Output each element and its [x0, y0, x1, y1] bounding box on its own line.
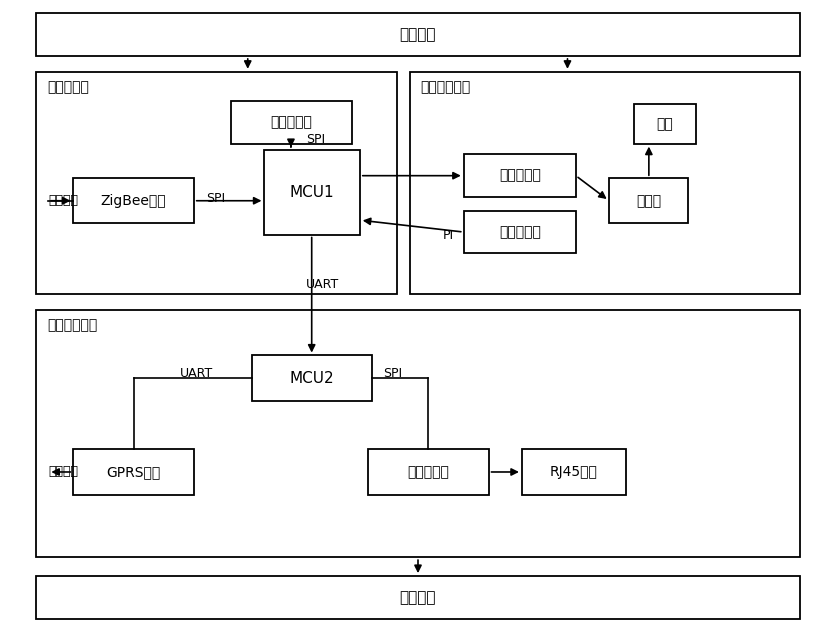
- Text: ZigBee模块: ZigBee模块: [101, 194, 166, 208]
- Text: SPI: SPI: [206, 192, 226, 205]
- Bar: [368, 449, 488, 494]
- Bar: [464, 210, 576, 253]
- Text: 吸盘天线: 吸盘天线: [48, 194, 79, 207]
- Bar: [522, 449, 625, 494]
- Text: UART: UART: [306, 279, 339, 291]
- Text: PI: PI: [442, 229, 454, 242]
- Bar: [36, 13, 800, 56]
- Bar: [74, 178, 194, 223]
- Text: 以太网模块: 以太网模块: [407, 465, 449, 479]
- Text: SPI: SPI: [383, 367, 402, 380]
- Text: UART: UART: [180, 367, 213, 380]
- Bar: [74, 449, 194, 494]
- Bar: [231, 101, 352, 143]
- Bar: [252, 355, 372, 401]
- Text: 电源模块: 电源模块: [400, 590, 436, 605]
- Text: 温度传感器: 温度传感器: [499, 225, 541, 239]
- Text: 继电器: 继电器: [636, 194, 661, 208]
- Text: 吸盘天线: 吸盘天线: [48, 466, 79, 478]
- Text: 管理控制模块: 管理控制模块: [421, 80, 471, 94]
- Bar: [464, 154, 576, 197]
- Bar: [264, 150, 359, 234]
- Text: 风扇: 风扇: [657, 117, 674, 131]
- Bar: [609, 178, 688, 223]
- Text: GPRS模块: GPRS模块: [106, 465, 161, 479]
- Bar: [36, 576, 800, 619]
- Text: MCU1: MCU1: [290, 185, 334, 200]
- Text: 协调器模块: 协调器模块: [47, 80, 89, 94]
- Text: SPI: SPI: [306, 133, 325, 145]
- Text: 远程接入模块: 远程接入模块: [47, 318, 97, 332]
- Text: 电流驱动器: 电流驱动器: [499, 169, 541, 183]
- Text: MCU2: MCU2: [290, 370, 334, 386]
- Bar: [634, 104, 696, 143]
- Bar: [410, 71, 800, 294]
- Bar: [36, 71, 397, 294]
- Text: 数据存储器: 数据存储器: [270, 116, 313, 130]
- Text: 电源模块: 电源模块: [400, 27, 436, 42]
- Bar: [36, 310, 800, 557]
- Text: RJ45接口: RJ45接口: [550, 465, 598, 479]
